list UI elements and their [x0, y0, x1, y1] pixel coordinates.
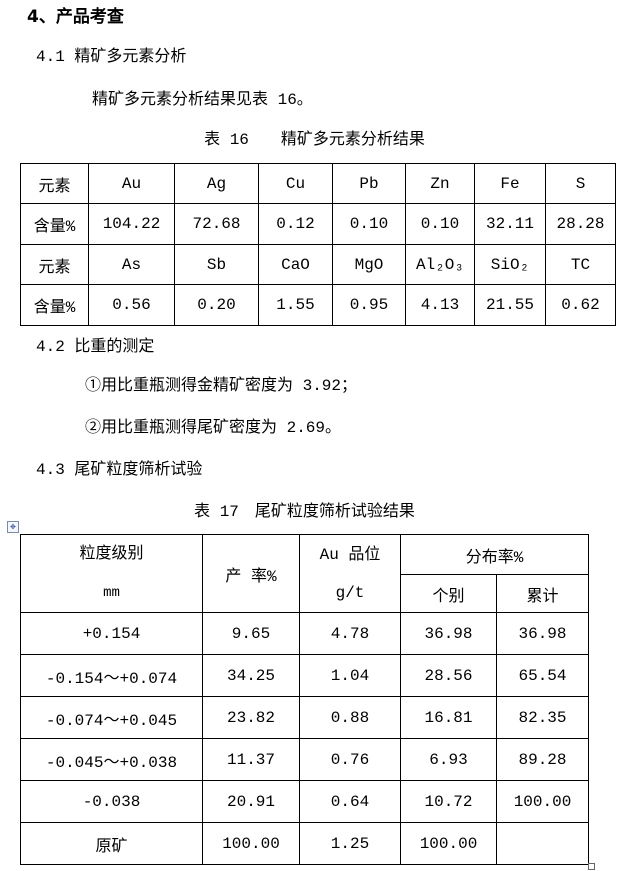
- table-cell: 0.95: [332, 284, 406, 326]
- table-cell: S: [545, 163, 616, 204]
- table-cell: 28.28: [545, 203, 616, 245]
- table-cell: Fe: [474, 163, 546, 204]
- table-row: 元素 As Sb CaO MgO Al₂O₃ SiO₂ TC: [20, 244, 616, 285]
- paragraph: 精矿多元素分析结果见表 16。: [92, 91, 313, 109]
- table-row: -0.045～+0.038 11.37 0.76 6.93 89.28: [20, 738, 590, 781]
- table-cell: CaO: [258, 244, 333, 285]
- subsection-4-2: 4.2 比重的测定: [36, 338, 155, 356]
- table-cell: 10.72: [400, 780, 497, 823]
- subsection-4-1: 4.1 精矿多元素分析: [36, 48, 187, 66]
- table-cell: Sb: [174, 244, 259, 285]
- table-cell: Al₂O₃: [405, 244, 475, 285]
- table-cell: Cu: [258, 163, 333, 204]
- table-cell: 11.37: [202, 738, 300, 781]
- header-size-class: 粒度级别 mm: [20, 534, 203, 613]
- table-cell: 1.55: [258, 284, 333, 326]
- table-cell: 0.12: [258, 203, 333, 245]
- table-resize-handle[interactable]: [588, 863, 595, 870]
- table-cell: 6.93: [400, 738, 497, 781]
- table-cell: 0.56: [88, 284, 175, 326]
- table-cell: MgO: [332, 244, 406, 285]
- table-cell: 0.88: [299, 696, 401, 739]
- table-cell: Zn: [405, 163, 475, 204]
- table-row: -0.038 20.91 0.64 10.72 100.00: [20, 780, 590, 823]
- table-cell: Au: [88, 163, 175, 204]
- table-cell: 0.10: [405, 203, 475, 245]
- table-row: -0.154～+0.074 34.25 1.04 28.56 65.54: [20, 654, 590, 697]
- table-cell: -0.045～+0.038: [20, 738, 203, 781]
- table-cell: 89.28: [495, 738, 590, 781]
- subsection-4-3: 4.3 尾矿粒度筛析试验: [36, 461, 203, 479]
- header-distribution: 分布率%: [399, 533, 590, 576]
- table-row: +0.154 9.65 4.78 36.98 36.98: [20, 612, 590, 655]
- table-cell: 0.62: [545, 284, 616, 326]
- table-cell: 1.04: [299, 654, 401, 697]
- table-cell: [495, 822, 590, 865]
- table-cell: 0.76: [299, 738, 401, 781]
- table-cell: 36.98: [400, 612, 497, 655]
- table-cell: 82.35: [495, 696, 590, 739]
- row-label: 元素: [20, 244, 89, 285]
- table-cell: Pb: [332, 163, 406, 204]
- header-yield: 产 率%: [202, 534, 300, 613]
- table-cell: 20.91: [202, 780, 300, 823]
- table-cell: 9.65: [202, 612, 300, 655]
- table-cell: 100.00: [495, 780, 590, 823]
- table-cell: 34.25: [202, 654, 300, 697]
- table-row: -0.074～+0.045 23.82 0.88 16.81 82.35: [20, 696, 590, 739]
- table-cell: 72.68: [174, 203, 259, 245]
- table-cell: 16.81: [400, 696, 497, 739]
- table-cell: 100.00: [202, 822, 300, 865]
- header-individual: 个别: [400, 574, 497, 613]
- section-title: 4、产品考查: [27, 7, 124, 27]
- row-label: 元素: [20, 163, 89, 204]
- table-cell: SiO₂: [474, 244, 546, 285]
- header-au-grade: Au 品位 g/t: [299, 534, 401, 613]
- table-cell: 0.10: [332, 203, 406, 245]
- header-cumulative: 累计: [495, 574, 590, 613]
- table-cell: 104.22: [88, 203, 175, 245]
- table-row: 元素 Au Ag Cu Pb Zn Fe S: [20, 163, 616, 204]
- row-label: 含量%: [20, 203, 89, 245]
- table-cell: 23.82: [202, 696, 300, 739]
- table-cell: 28.56: [400, 654, 497, 697]
- table-cell: -0.154～+0.074: [20, 654, 203, 697]
- table-16: 元素 Au Ag Cu Pb Zn Fe S 含量% 104.22 72.68 0.12 0.10 0.1…: [20, 163, 616, 326]
- table-cell: 0.64: [299, 780, 401, 823]
- table-cell: 32.11: [474, 203, 546, 245]
- table-cell: 原矿: [20, 822, 203, 865]
- table-cell: 21.55: [474, 284, 546, 326]
- table17-caption: 表 17 尾矿粒度筛析试验结果: [194, 503, 415, 521]
- table-cell: 4.13: [405, 284, 475, 326]
- table-cell: 36.98: [495, 612, 590, 655]
- table-cell: -0.038: [20, 780, 203, 823]
- table-row: 含量% 0.56 0.20 1.55 0.95 4.13 21.55 0.62: [20, 284, 616, 326]
- list-item: ②用比重瓶测得尾矿密度为 2.69。: [85, 419, 342, 437]
- table-move-handle-icon[interactable]: ✥: [7, 521, 19, 533]
- table-cell: -0.074～+0.045: [20, 696, 203, 739]
- table-cell: 4.78: [299, 612, 401, 655]
- table16-caption: 表 16 精矿多元素分析结果: [204, 131, 425, 149]
- table-cell: TC: [545, 244, 616, 285]
- table-cell: 0.20: [174, 284, 259, 326]
- table-cell: Ag: [174, 163, 259, 204]
- table-row: 原矿 100.00 1.25 100.00: [20, 822, 590, 865]
- table-17: 粒度级别 mm 产 率% Au 品位 g/t 分布率% 个别 累计 +0.154 9.…: [20, 533, 590, 865]
- table-cell: 100.00: [400, 822, 497, 865]
- table-cell: 1.25: [299, 822, 401, 865]
- table-cell: +0.154: [20, 612, 203, 655]
- table-cell: As: [88, 244, 175, 285]
- table-row: 含量% 104.22 72.68 0.12 0.10 0.10 32.11 28.28: [20, 203, 616, 245]
- row-label: 含量%: [20, 284, 89, 326]
- table-cell: 65.54: [495, 654, 590, 697]
- list-item: ①用比重瓶测得金精矿密度为 3.92；: [85, 377, 358, 395]
